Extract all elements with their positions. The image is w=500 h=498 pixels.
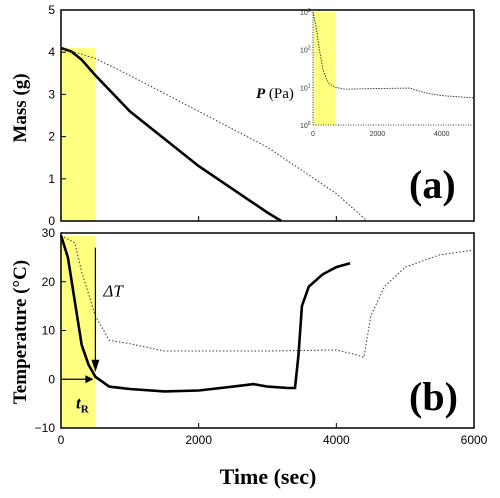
temperature-series-solid-line [59,235,351,393]
inset-ylabel-pressure: P (Pa) [256,86,294,102]
temperature-ytick-label: 0 [48,372,55,386]
temperature-ytick-label: 10 [42,324,56,338]
mass-series-dotted-line [60,47,368,222]
inset-background [313,12,474,125]
inset-xtick-label: 2000 [370,131,386,138]
mass-ytick-label: 1 [48,172,55,186]
mass-ytick-label: 4 [48,45,55,59]
mass-ytick-label: 2 [48,130,55,144]
inset-ytick-label: 101 [300,83,311,92]
mass-ytick-label: 3 [48,87,55,101]
time-xtick-label: 4000 [323,433,350,447]
x-axis-label-time: Time (sec) [220,464,317,489]
inset-ytick-label: 102 [300,46,311,55]
inset-xtick-label: 4000 [434,131,450,138]
time-xtick-label: 0 [58,433,65,447]
time-xtick-label: 2000 [185,433,212,447]
inset-ytick-label: 100 [300,121,311,130]
y-axis-label-temperature: Temperature (°C) [10,260,31,404]
inset-ytick-label: 103 [300,8,311,17]
panel-a-label: (a) [409,162,456,207]
temperature-ytick-label: 30 [42,226,56,240]
inset-shade [313,12,336,125]
panel-b-shade [61,235,96,428]
y-axis-label-mass: Mass (g) [10,73,31,142]
mass-ytick-label: 0 [48,214,55,228]
time-xtick-label: 6000 [461,433,488,447]
delta-t-label: ΔT [102,281,124,300]
temperature-ytick-label: 20 [42,275,56,289]
inset-pressure-line [312,11,475,99]
temperature-series-dotted-line [60,234,475,359]
mass-ytick-label: 5 [48,3,55,17]
panel-b-label: (b) [409,374,458,419]
panel-a-frame [60,9,475,222]
panel-a-shade [61,47,96,222]
t-r-arrowhead [85,375,94,384]
mass-series-solid-line [60,46,282,223]
inset-xtick-label: 0 [311,131,315,138]
temperature-ytick-label: −10 [35,421,56,435]
delta-t-arrowhead [91,359,100,372]
